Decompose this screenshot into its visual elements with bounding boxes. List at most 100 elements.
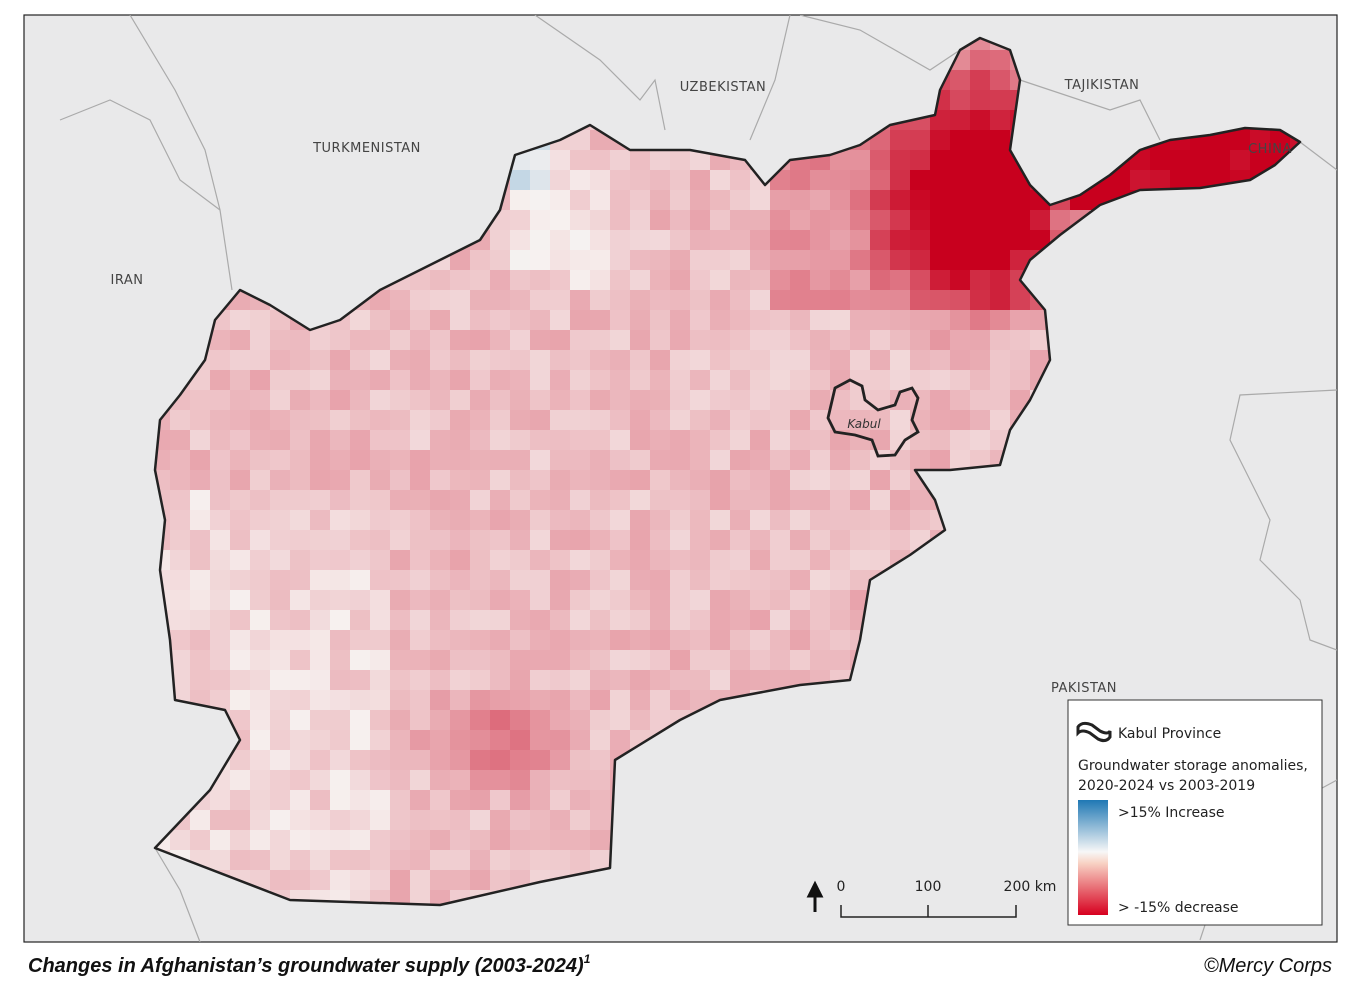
raster-cell <box>190 530 211 551</box>
raster-cell <box>510 850 531 871</box>
raster-cell <box>730 430 751 451</box>
raster-cell <box>890 150 911 171</box>
raster-cell <box>710 470 731 491</box>
raster-cell <box>930 350 951 371</box>
raster-cell <box>310 630 331 651</box>
raster-cell <box>690 370 711 391</box>
raster-cell <box>530 470 551 491</box>
raster-cell <box>510 790 531 811</box>
country-label: IRAN <box>111 273 144 288</box>
raster-cell <box>190 450 211 471</box>
raster-cell <box>650 670 671 691</box>
raster-cell <box>350 570 371 591</box>
raster-cell <box>970 310 991 331</box>
raster-cell <box>310 690 331 711</box>
raster-cell <box>330 450 351 471</box>
raster-cell <box>590 250 611 271</box>
raster-cell <box>430 290 451 311</box>
raster-cell <box>570 690 591 711</box>
raster-cell <box>290 590 311 611</box>
raster-cell <box>530 850 551 871</box>
raster-cell <box>910 130 931 151</box>
afghanistan-border <box>153 36 1302 907</box>
raster-cell <box>230 550 251 571</box>
raster-cell <box>790 170 811 191</box>
raster-cell <box>250 850 271 871</box>
raster-cell <box>490 570 511 591</box>
raster-cell <box>390 690 411 711</box>
raster-cell <box>350 850 371 871</box>
raster-cell <box>730 630 751 651</box>
raster-cell <box>630 310 651 331</box>
raster-cell <box>970 190 991 211</box>
raster-cell <box>530 370 551 391</box>
raster-cell <box>230 850 251 871</box>
raster-cell <box>470 450 491 471</box>
raster-cell <box>490 530 511 551</box>
raster-cell <box>750 430 771 451</box>
raster-cell <box>550 630 571 651</box>
raster-cell <box>290 330 311 351</box>
raster-cell <box>530 650 551 671</box>
raster-cell <box>250 350 271 371</box>
raster-cell <box>510 510 531 531</box>
raster-cell <box>810 270 831 291</box>
raster-cell <box>210 430 231 451</box>
raster-cell <box>770 310 791 331</box>
raster-cell <box>510 630 531 651</box>
raster-cell <box>710 230 731 251</box>
raster-cell <box>690 610 711 631</box>
raster-cell <box>530 190 551 211</box>
raster-cell <box>410 870 431 891</box>
raster-cell <box>270 470 291 491</box>
raster-cell <box>850 370 871 391</box>
raster-cell <box>770 470 791 491</box>
raster-cell <box>270 730 291 751</box>
raster-cell <box>410 450 431 471</box>
raster-cell <box>430 590 451 611</box>
raster-cell <box>310 670 331 691</box>
raster-cell <box>790 270 811 291</box>
raster-cell <box>630 350 651 371</box>
raster-cell <box>310 550 331 571</box>
raster-cell <box>710 410 731 431</box>
raster-cell <box>190 470 211 491</box>
raster-cell <box>670 370 691 391</box>
raster-cell <box>670 650 691 671</box>
raster-cell <box>470 350 491 371</box>
raster-cell <box>790 250 811 271</box>
raster-cell <box>250 570 271 591</box>
raster-cell <box>990 370 1011 391</box>
raster-cell <box>230 670 251 691</box>
raster-cell <box>630 550 651 571</box>
raster-cell <box>450 570 471 591</box>
raster-cell <box>370 590 391 611</box>
raster-cell <box>550 290 571 311</box>
raster-cell <box>850 330 871 351</box>
raster-cell <box>910 250 931 271</box>
raster-cell <box>630 450 651 471</box>
raster-cell <box>450 690 471 711</box>
raster-cell <box>750 370 771 391</box>
raster-cell <box>710 290 731 311</box>
raster-cell <box>670 470 691 491</box>
raster-cell <box>550 250 571 271</box>
raster-cell <box>390 450 411 471</box>
raster-cell <box>770 330 791 351</box>
raster-cell <box>590 490 611 511</box>
raster-cell <box>650 270 671 291</box>
raster-cell <box>750 570 771 591</box>
raster-cell <box>430 850 451 871</box>
raster-cell <box>390 650 411 671</box>
raster-cell <box>410 730 431 751</box>
raster-cell <box>770 210 791 231</box>
raster-cell <box>970 110 991 131</box>
raster-cell <box>410 370 431 391</box>
raster-cell <box>350 750 371 771</box>
raster-cell <box>690 450 711 471</box>
raster-cell <box>850 250 871 271</box>
raster-cell <box>970 90 991 111</box>
raster-cell <box>350 590 371 611</box>
raster-cell <box>510 770 531 791</box>
raster-cell <box>950 290 971 311</box>
